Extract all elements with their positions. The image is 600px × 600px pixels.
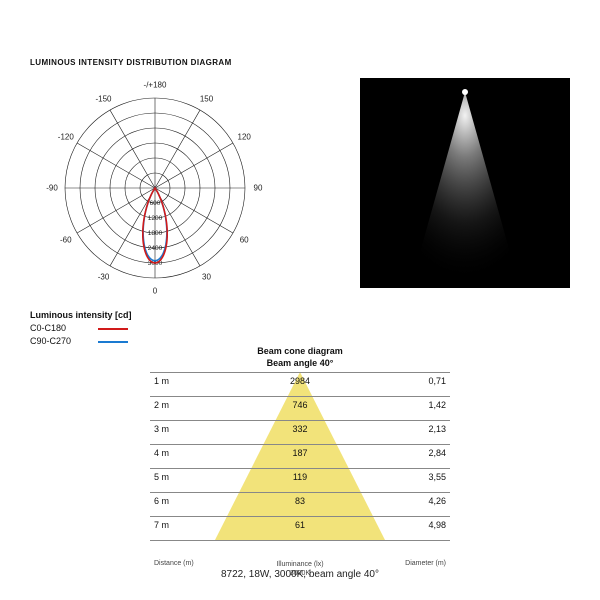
cone-row: 5 m 119 3,55 [150, 468, 450, 492]
svg-text:1200: 1200 [148, 215, 163, 222]
legend-swatch [98, 341, 128, 343]
cone-row: 7 m 61 4,98 [150, 516, 450, 540]
cone-diameter: 4,26 [428, 496, 446, 506]
cone-title: Beam cone diagram Beam angle 40° [0, 345, 600, 369]
cone-diameter: 2,13 [428, 424, 446, 434]
svg-text:600: 600 [150, 200, 161, 207]
cone-distance: 6 m [154, 496, 169, 506]
col-header-diameter: Diameter (m) [405, 560, 446, 567]
cone-diagram: 1 m 2984 0,71 2 m 746 1,42 3 m 332 2,13 4 m 187 2,8… [150, 372, 450, 540]
polar-angle-label: -150 [95, 94, 111, 103]
cone-row: 3 m 332 2,13 [150, 420, 450, 444]
cone-lux: 746 [292, 400, 307, 410]
polar-top-label: -/+180 [144, 81, 167, 90]
legend-title: Luminous intensity [cd] [30, 310, 132, 320]
beam-photo [360, 78, 570, 288]
legend-swatch [98, 328, 128, 330]
polar-angle-label: 30 [202, 273, 211, 282]
polar-angle-label: -120 [58, 132, 74, 141]
cone-row: 4 m 187 2,84 [150, 444, 450, 468]
cone-diameter: 2,84 [428, 448, 446, 458]
polar-angle-label: 90 [254, 184, 263, 193]
col-header-distance: Distance (m) [154, 560, 194, 567]
cone-diameter: 4,98 [428, 520, 446, 530]
cone-lux: 61 [295, 520, 305, 530]
cone-distance: 7 m [154, 520, 169, 530]
cone-lux: 119 [293, 472, 307, 482]
cone-lux: 332 [292, 424, 307, 434]
legend-label: C0-C180 [30, 322, 90, 335]
cone-distance: 3 m [154, 424, 169, 434]
cone-distance: 1 m [154, 376, 169, 386]
polar-angle-label: 60 [240, 235, 249, 244]
cone-title-line2: Beam angle 40° [267, 358, 334, 368]
legend-row: C0-C180 [30, 322, 132, 335]
cone-distance: 4 m [154, 448, 169, 458]
footer-caption: 8722, 18W, 3000K, beam angle 40° [0, 569, 600, 580]
cone-diameter: 0,71 [428, 376, 446, 386]
cone-title-line1: Beam cone diagram [257, 346, 343, 356]
polar-angle-label: -60 [60, 235, 72, 244]
polar-angle-label: -30 [98, 273, 110, 282]
cone-distance: 2 m [154, 400, 169, 410]
cone-row: 6 m 83 4,26 [150, 492, 450, 516]
svg-text:1800: 1800 [148, 230, 163, 237]
cone-lux: 2984 [290, 376, 310, 386]
svg-text:2400: 2400 [148, 245, 163, 252]
cone-diameter: 1,42 [428, 400, 446, 410]
cone-row: 1 m 2984 0,71 [150, 372, 450, 396]
page-title: LUMINOUS INTENSITY DISTRIBUTION DIAGRAM [30, 58, 232, 67]
cone-lux: 83 [295, 496, 305, 506]
cone-distance: 5 m [154, 472, 169, 482]
cone-lux: 187 [292, 448, 307, 458]
polar-diagram: 6001200180024003000 -150-120-90-60-30030… [30, 78, 280, 308]
polar-angle-label: 0 [153, 287, 157, 296]
legend: Luminous intensity [cd] C0-C180C90-C270 [30, 310, 132, 348]
cone-diameter: 3,55 [428, 472, 446, 482]
cone-row: 2 m 746 1,42 [150, 396, 450, 420]
polar-angle-label: 150 [200, 94, 213, 103]
polar-angle-label: -90 [46, 184, 58, 193]
col-header-lux: Illuminance (lx) [276, 561, 323, 568]
polar-angle-label: 120 [238, 132, 251, 141]
